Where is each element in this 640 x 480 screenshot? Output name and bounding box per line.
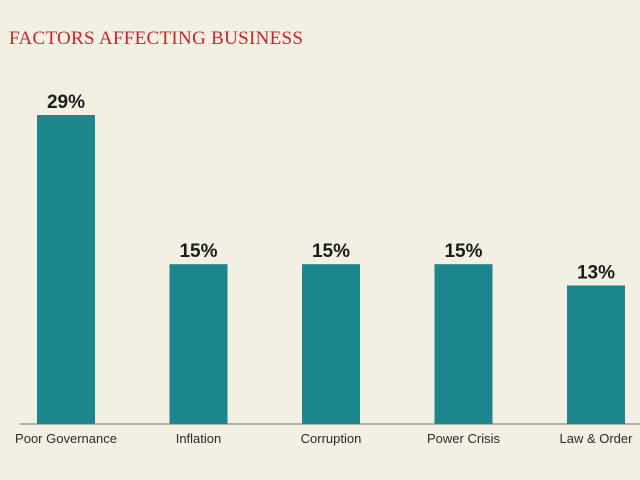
value-label-poor-governance: 29% <box>47 92 85 113</box>
value-label-power-crisis: 15% <box>444 241 482 262</box>
value-label-law-and-order: 13% <box>577 263 615 284</box>
bar-inflation <box>169 264 228 424</box>
bar-corruption <box>302 264 360 424</box>
bar-power-crisis <box>434 264 493 424</box>
chart-title: FACTORS AFFECTING BUSINESS <box>9 28 304 49</box>
category-label-inflation: Inflation <box>176 431 222 446</box>
labels-layer: 29% Poor Governance 15% Inflation 15% Corrupt… <box>15 92 633 446</box>
category-label-poor-governance: Poor Governance <box>15 431 117 446</box>
value-label-inflation: 15% <box>179 241 217 262</box>
category-label-power-crisis: Power Crisis <box>427 431 500 446</box>
category-label-law-and-order: Law & Order <box>560 431 634 446</box>
bar-poor-governance <box>37 115 95 424</box>
category-label-corruption: Corruption <box>301 431 362 446</box>
value-label-corruption: 15% <box>312 241 350 262</box>
bars-layer <box>37 115 625 424</box>
bar-law-and-order <box>567 285 625 424</box>
